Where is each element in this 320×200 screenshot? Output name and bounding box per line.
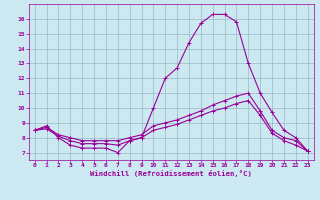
X-axis label: Windchill (Refroidissement éolien,°C): Windchill (Refroidissement éolien,°C) (90, 170, 252, 177)
